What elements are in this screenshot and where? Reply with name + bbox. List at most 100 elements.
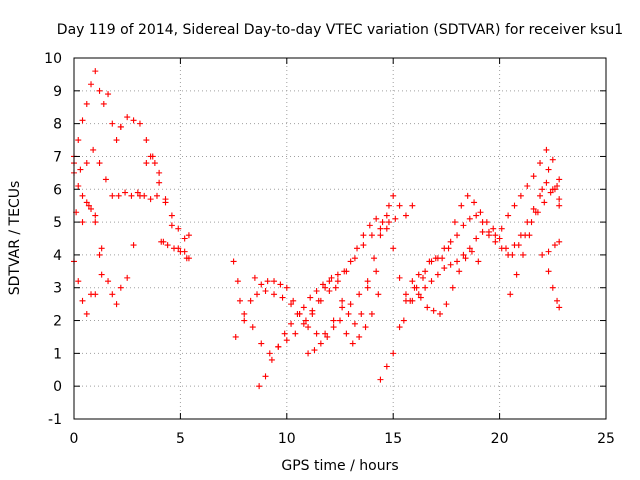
- data-point: [75, 278, 82, 285]
- data-point: [471, 199, 478, 206]
- data-point: [517, 192, 524, 199]
- data-point: [507, 291, 514, 298]
- y-tick-label: 7: [53, 149, 62, 165]
- y-tick-label: 3: [53, 281, 62, 297]
- data-point: [130, 242, 137, 249]
- data-point: [383, 212, 390, 219]
- data-point: [458, 202, 465, 209]
- data-point: [96, 87, 103, 94]
- data-point: [409, 202, 416, 209]
- data-point: [143, 160, 150, 167]
- data-point: [371, 255, 378, 262]
- data-point: [156, 169, 163, 176]
- data-point: [117, 284, 124, 291]
- data-point: [419, 274, 426, 281]
- data-point: [511, 202, 518, 209]
- data-point: [300, 304, 307, 311]
- series-track-d: [73, 153, 192, 308]
- data-point: [241, 310, 248, 317]
- data-point: [556, 304, 563, 311]
- data-point: [364, 278, 371, 285]
- data-point: [77, 166, 84, 173]
- x-tick-label: 20: [491, 431, 509, 447]
- data-point: [79, 192, 86, 199]
- data-point: [447, 238, 454, 245]
- data-point: [362, 324, 369, 331]
- data-point: [368, 232, 375, 239]
- data-point: [79, 219, 86, 226]
- data-point: [185, 232, 192, 239]
- data-point: [530, 173, 537, 180]
- data-point: [390, 350, 397, 357]
- data-point: [300, 320, 307, 327]
- data-point: [358, 310, 365, 317]
- data-point: [251, 274, 258, 281]
- data-point: [130, 117, 137, 124]
- data-point: [113, 301, 120, 308]
- y-axis-ticks: -1 0 1 2 3 4 5 6 7 8 9 10: [44, 51, 606, 428]
- data-point: [115, 192, 122, 199]
- data-point: [460, 251, 467, 258]
- data-point: [122, 189, 129, 196]
- data-point: [445, 245, 452, 252]
- data-point: [337, 317, 343, 324]
- data-point: [447, 261, 454, 268]
- data-point: [124, 114, 131, 121]
- y-tick-label: 0: [53, 379, 62, 395]
- data-point: [149, 153, 156, 160]
- data-point: [360, 232, 367, 239]
- data-point: [475, 258, 482, 265]
- data-point: [117, 123, 124, 130]
- x-tick-label: 25: [597, 431, 615, 447]
- data-point: [98, 271, 105, 278]
- data-point: [264, 278, 271, 285]
- data-point: [232, 333, 239, 340]
- data-point: [509, 251, 516, 258]
- data-point: [334, 271, 341, 278]
- data-point: [505, 212, 512, 219]
- data-point: [136, 192, 143, 199]
- data-point: [102, 176, 109, 183]
- data-point: [530, 205, 537, 212]
- data-point: [96, 160, 103, 167]
- data-point: [526, 232, 533, 239]
- data-point: [326, 288, 333, 295]
- data-point: [134, 189, 141, 196]
- data-point: [502, 245, 509, 252]
- data-point: [90, 146, 97, 153]
- data-point: [539, 251, 546, 258]
- data-point: [230, 258, 237, 265]
- y-tick-label: 1: [53, 346, 62, 362]
- data-point: [383, 225, 390, 232]
- data-point: [319, 281, 326, 288]
- data-point: [268, 356, 275, 363]
- x-axis-label: GPS time / hours: [281, 458, 398, 474]
- data-point: [520, 251, 527, 258]
- data-point: [549, 284, 556, 291]
- data-point: [153, 192, 160, 199]
- data-point: [79, 117, 86, 124]
- data-point: [373, 215, 380, 222]
- data-point: [92, 291, 99, 298]
- data-point: [492, 232, 499, 239]
- data-point: [281, 330, 288, 337]
- data-point: [168, 212, 175, 219]
- data-point: [551, 186, 558, 193]
- data-point: [279, 294, 286, 301]
- data-point: [449, 284, 456, 291]
- y-axis-label: SDTVAR / TECUs: [7, 181, 23, 296]
- series-track-h: [230, 258, 380, 337]
- data-point: [109, 120, 116, 127]
- data-point: [428, 278, 435, 285]
- data-point: [424, 304, 431, 311]
- data-point: [181, 235, 188, 242]
- y-tick-label: 4: [53, 248, 62, 264]
- data-point: [175, 225, 182, 232]
- data-point: [390, 245, 397, 252]
- data-points: [71, 68, 563, 390]
- data-point: [83, 160, 90, 167]
- data-point: [262, 373, 269, 380]
- data-point: [356, 291, 363, 298]
- data-point: [545, 166, 552, 173]
- data-point: [262, 288, 269, 295]
